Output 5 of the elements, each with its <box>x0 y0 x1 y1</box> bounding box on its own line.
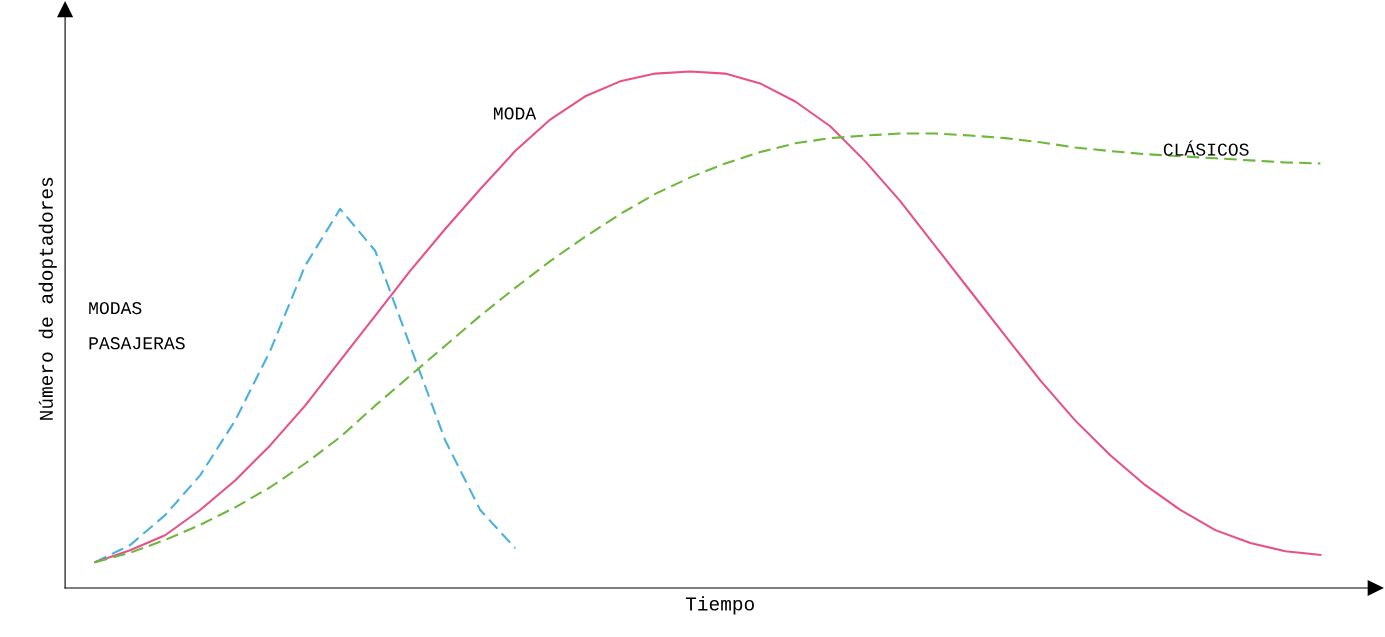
series-label: MODA <box>493 107 537 120</box>
x-axis-title: Tiempo <box>685 596 754 615</box>
text: MODAS PASAJERAS <box>89 301 185 350</box>
y-axis-title: Número de adoptadores <box>38 177 57 420</box>
series-label: CLÁSICOS <box>1163 140 1249 156</box>
